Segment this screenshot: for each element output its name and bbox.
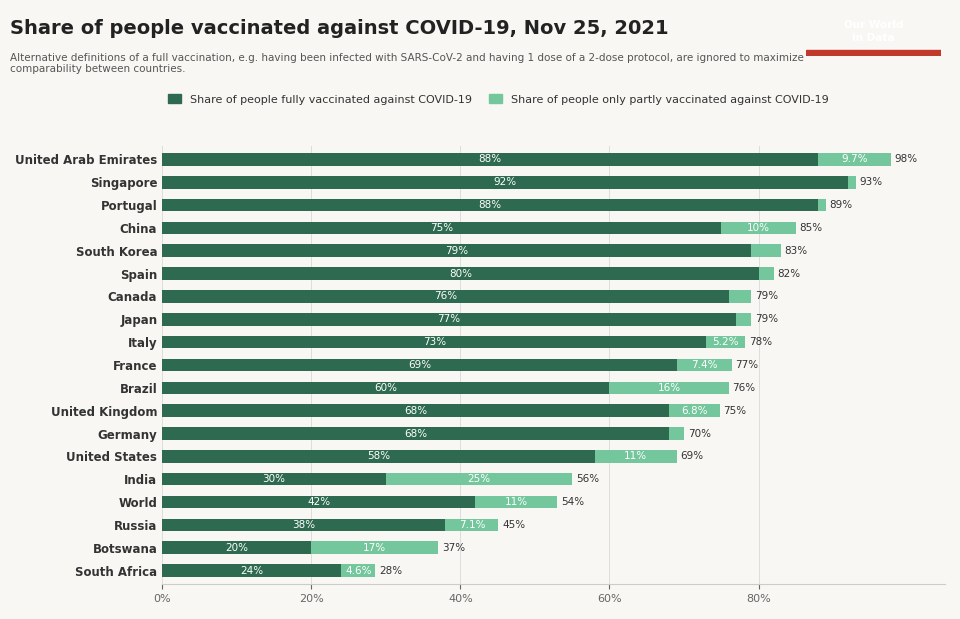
- Text: Alternative definitions of a full vaccination, e.g. having been infected with SA: Alternative definitions of a full vaccin…: [10, 53, 804, 74]
- Bar: [475, 496, 558, 508]
- Bar: [751, 245, 781, 257]
- Bar: [386, 473, 572, 485]
- Text: 11%: 11%: [624, 451, 647, 461]
- Text: 85%: 85%: [800, 223, 823, 233]
- Text: 88%: 88%: [479, 154, 502, 165]
- Text: 80%: 80%: [449, 269, 472, 279]
- Legend: Share of people fully vaccinated against COVID-19, Share of people only partly v: Share of people fully vaccinated against…: [168, 94, 828, 105]
- Text: 54%: 54%: [561, 497, 584, 507]
- Text: 24%: 24%: [240, 566, 263, 576]
- Bar: [848, 176, 855, 189]
- Text: 98%: 98%: [895, 154, 918, 165]
- Bar: [162, 267, 758, 280]
- Text: 38%: 38%: [292, 520, 315, 530]
- Text: 45%: 45%: [502, 520, 525, 530]
- Bar: [162, 473, 386, 485]
- Text: 76%: 76%: [732, 383, 756, 393]
- Text: 76%: 76%: [434, 292, 457, 301]
- Bar: [162, 153, 818, 166]
- Text: 88%: 88%: [479, 200, 502, 210]
- Bar: [341, 565, 375, 577]
- Text: Share of people vaccinated against COVID-19, Nov 25, 2021: Share of people vaccinated against COVID…: [10, 19, 668, 38]
- Text: 20%: 20%: [226, 543, 249, 553]
- Text: 77%: 77%: [438, 314, 461, 324]
- Text: 68%: 68%: [404, 405, 427, 416]
- Text: 89%: 89%: [829, 200, 852, 210]
- Text: 42%: 42%: [307, 497, 330, 507]
- Text: 9.7%: 9.7%: [841, 154, 868, 165]
- Bar: [162, 313, 736, 326]
- Text: 93%: 93%: [859, 177, 882, 187]
- Text: 10%: 10%: [747, 223, 770, 233]
- Text: 28%: 28%: [379, 566, 402, 576]
- Text: 79%: 79%: [755, 314, 778, 324]
- Bar: [162, 336, 707, 348]
- Bar: [162, 222, 721, 234]
- Bar: [594, 450, 677, 462]
- Text: 78%: 78%: [749, 337, 772, 347]
- Text: 4.6%: 4.6%: [345, 566, 372, 576]
- Bar: [162, 542, 311, 554]
- Text: 58%: 58%: [367, 451, 390, 461]
- Bar: [707, 336, 745, 348]
- Text: 79%: 79%: [755, 292, 778, 301]
- Bar: [736, 313, 751, 326]
- Text: 5.2%: 5.2%: [712, 337, 739, 347]
- Bar: [162, 565, 341, 577]
- Bar: [610, 381, 729, 394]
- Bar: [162, 199, 818, 211]
- Text: 7.1%: 7.1%: [459, 520, 485, 530]
- Text: 30%: 30%: [262, 474, 285, 484]
- Text: 11%: 11%: [505, 497, 528, 507]
- Bar: [162, 427, 669, 439]
- Bar: [669, 404, 720, 417]
- Bar: [669, 427, 684, 439]
- Bar: [162, 404, 669, 417]
- Bar: [721, 222, 796, 234]
- Text: 82%: 82%: [778, 269, 801, 279]
- Bar: [677, 358, 732, 371]
- Text: 83%: 83%: [784, 246, 807, 256]
- Text: Our World: Our World: [844, 20, 903, 30]
- Bar: [818, 199, 826, 211]
- Text: 75%: 75%: [430, 223, 453, 233]
- Text: 70%: 70%: [687, 428, 710, 438]
- Text: 73%: 73%: [422, 337, 445, 347]
- Text: 69%: 69%: [681, 451, 704, 461]
- Bar: [162, 358, 677, 371]
- Text: 60%: 60%: [374, 383, 397, 393]
- Bar: [162, 176, 848, 189]
- Text: 75%: 75%: [724, 405, 747, 416]
- Text: 69%: 69%: [408, 360, 431, 370]
- Text: 77%: 77%: [735, 360, 758, 370]
- Bar: [729, 290, 751, 303]
- Text: 68%: 68%: [404, 428, 427, 438]
- Bar: [162, 290, 729, 303]
- Text: 79%: 79%: [445, 246, 468, 256]
- Bar: [818, 153, 891, 166]
- Text: 16%: 16%: [658, 383, 681, 393]
- Bar: [162, 519, 445, 531]
- Text: 25%: 25%: [468, 474, 491, 484]
- Bar: [162, 450, 594, 462]
- Bar: [162, 496, 475, 508]
- Bar: [162, 381, 610, 394]
- Text: 56%: 56%: [576, 474, 599, 484]
- Bar: [806, 50, 941, 56]
- Text: in Data: in Data: [852, 33, 895, 43]
- Text: 6.8%: 6.8%: [682, 405, 708, 416]
- Text: 92%: 92%: [493, 177, 516, 187]
- Text: 17%: 17%: [363, 543, 386, 553]
- Text: 37%: 37%: [442, 543, 465, 553]
- Bar: [311, 542, 438, 554]
- Text: 7.4%: 7.4%: [691, 360, 717, 370]
- Bar: [445, 519, 498, 531]
- Bar: [162, 245, 751, 257]
- Bar: [758, 267, 774, 280]
